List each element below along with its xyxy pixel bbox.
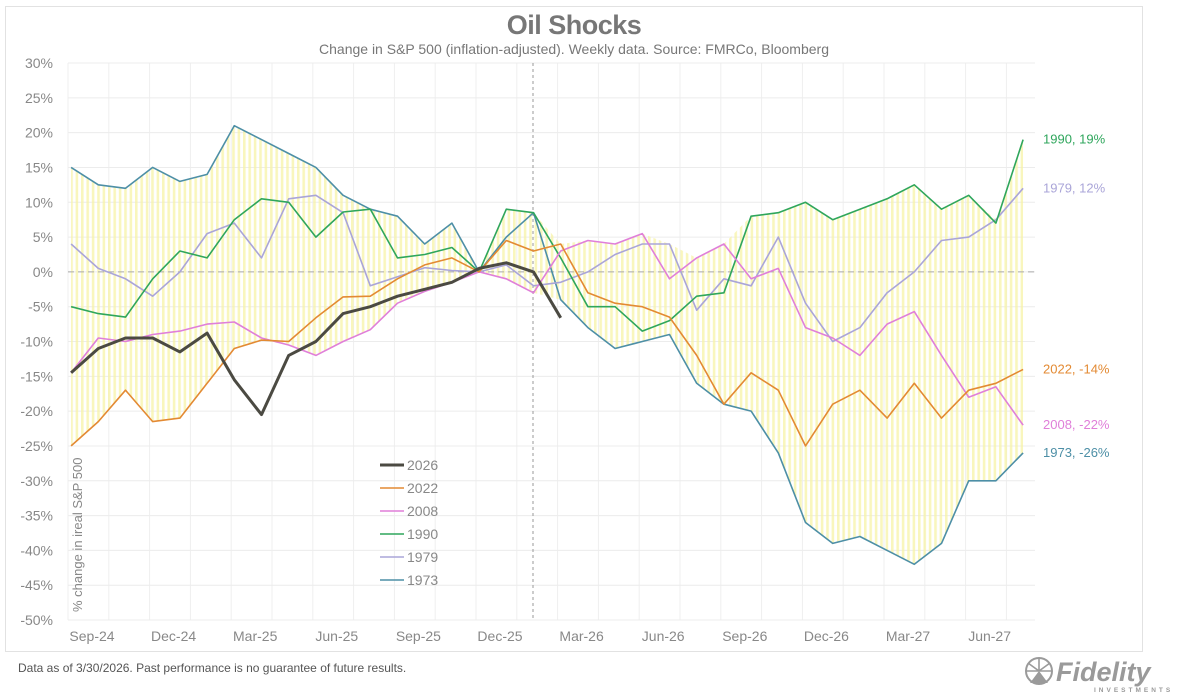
x-tick-label: Mar-27 (886, 628, 931, 644)
y-tick-label: -45% (20, 577, 53, 593)
range-band (71, 125, 1024, 565)
end-label-2008: 2008, -22% (1043, 417, 1110, 432)
end-label-1973: 1973, -26% (1043, 445, 1110, 460)
end-label-1990: 1990, 19% (1043, 132, 1106, 147)
x-tick-label: Jun-26 (642, 628, 685, 644)
logo-wordmark: Fidelity (1056, 657, 1152, 687)
series-line-1973 (70, 124, 1024, 566)
y-tick-label: 20% (25, 125, 53, 141)
line-chart: 30% 25% 20% 15% 10% 5% 0% -5% -10% -15% -20% -25% -3… (20, 55, 1110, 644)
y-tick-label: 10% (25, 194, 53, 210)
x-axis: Sep-24 Dec-24 Mar-25 Jun-25 Sep-25 Dec-25 Mar-… (69, 628, 1011, 644)
legend-label-2022: 2022 (407, 480, 438, 496)
x-tick-label: Dec-24 (151, 628, 196, 644)
range-shading (71, 125, 1024, 565)
y-tick-label: -50% (20, 612, 53, 628)
x-tick-label: Jun-27 (968, 628, 1011, 644)
fidelity-pyramid-icon (1025, 657, 1053, 685)
x-tick-label: Mar-25 (233, 628, 278, 644)
chart-title: Oil Shocks (506, 10, 642, 40)
y-tick-label: -15% (20, 368, 53, 384)
legend-label-2026: 2026 (407, 457, 438, 473)
x-tick-label: Sep-24 (69, 628, 114, 644)
y-tick-label: 0% (33, 264, 53, 280)
chart-frame (5, 6, 1143, 652)
series-line-2022 (70, 239, 1024, 447)
x-tick-label: Sep-25 (396, 628, 441, 644)
y-axis-label: % change in ireal S&P 500 (70, 458, 85, 612)
y-tick-label: -35% (20, 508, 53, 524)
y-tick-label: -5% (28, 299, 53, 315)
legend-label-2008: 2008 (407, 503, 438, 519)
y-tick-label: -20% (20, 403, 53, 419)
series-line-2026 (70, 261, 562, 417)
y-tick-label: 25% (25, 90, 53, 106)
y-tick-label: -10% (20, 334, 53, 350)
y-tick-label: 5% (33, 229, 53, 245)
footer-disclaimer: Data as of 3/30/2026. Past performance i… (18, 661, 407, 675)
y-tick-label: 15% (25, 159, 53, 175)
logo-subtext: INVESTMENTS (1094, 687, 1173, 694)
x-tick-label: Mar-26 (559, 628, 604, 644)
end-label-2022: 2022, -14% (1043, 361, 1110, 376)
fidelity-logo: Fidelity INVESTMENTS (1025, 657, 1173, 694)
end-label-1979: 1979, 12% (1043, 180, 1106, 195)
x-tick-label: Dec-25 (477, 628, 522, 644)
x-tick-label: Jun-25 (315, 628, 358, 644)
y-tick-label: -30% (20, 473, 53, 489)
y-tick-label: -40% (20, 542, 53, 558)
legend-label-1990: 1990 (407, 526, 438, 542)
legend: 2026 2022 2008 1990 1979 1973 (380, 457, 438, 588)
y-tick-label: 30% (25, 55, 53, 71)
legend-label-1979: 1979 (407, 549, 438, 565)
series-line-1990 (70, 139, 1024, 332)
legend-label-1973: 1973 (407, 572, 438, 588)
end-labels: 2022, -14% 2008, -22% 1990, 19% 1979, 12% 19… (1043, 132, 1110, 460)
y-tick-label: -25% (20, 438, 53, 454)
y-axis: 30% 25% 20% 15% 10% 5% 0% -5% -10% -15% -20% -25% -3… (20, 55, 53, 628)
chart-subtitle: Change in S&P 500 (inflation-adjusted). … (319, 41, 829, 57)
series-line-2008 (70, 232, 1024, 426)
x-tick-label: Sep-26 (722, 628, 767, 644)
x-tick-label: Dec-26 (804, 628, 849, 644)
series-lines (70, 124, 1024, 566)
